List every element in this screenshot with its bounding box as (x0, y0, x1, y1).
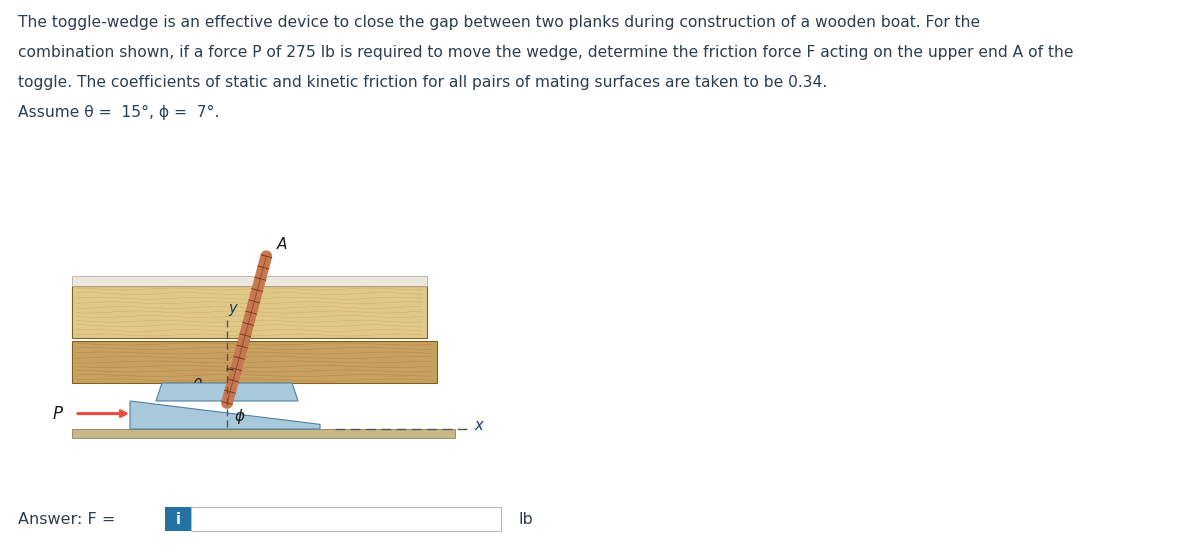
Text: combination shown, if a force P of 275 lb is required to move the wedge, determi: combination shown, if a force P of 275 l… (18, 45, 1074, 60)
Bar (166, 507, 191, 531)
Text: θ: θ (192, 379, 202, 393)
Text: x: x (474, 418, 482, 432)
Text: A: A (276, 237, 287, 252)
Text: P: P (53, 404, 64, 423)
Text: ϕ: ϕ (235, 409, 245, 424)
Bar (191, 507, 502, 531)
Bar (72, 286, 427, 338)
Text: Assume θ =  15°, ϕ =  7°.: Assume θ = 15°, ϕ = 7°. (18, 105, 220, 120)
Text: The toggle-wedge is an effective device to close the gap between two planks duri: The toggle-wedge is an effective device … (18, 15, 980, 30)
Bar (72, 429, 455, 438)
Text: toggle. The coefficients of static and kinetic friction for all pairs of mating : toggle. The coefficients of static and k… (18, 75, 827, 90)
Text: y: y (229, 301, 238, 316)
Text: Answer: F =: Answer: F = (18, 511, 120, 526)
Polygon shape (130, 401, 320, 429)
Polygon shape (156, 383, 298, 401)
Text: lb: lb (520, 511, 534, 526)
Bar (72, 341, 437, 383)
Text: i: i (175, 511, 180, 526)
Bar (72, 276, 427, 286)
